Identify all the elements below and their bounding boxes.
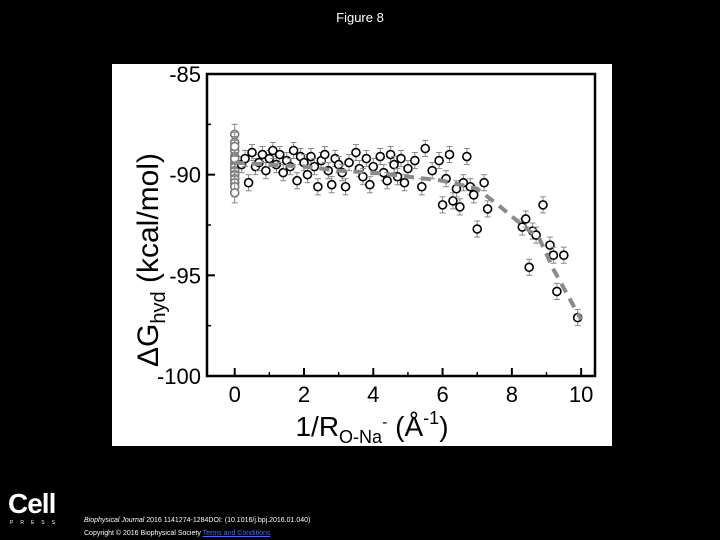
data-point [434, 155, 444, 166]
data-point [524, 262, 534, 273]
axes: 0 2 4 6 8 10 -85 -90 -95 -100 [157, 64, 597, 407]
data-point [382, 175, 392, 186]
data-point [361, 153, 372, 164]
y-tick-label: -95 [169, 263, 201, 288]
figure-panel: 0 2 4 6 8 10 -85 -90 -95 -100 ΔGhyd (kcal/mol) 1/… [112, 64, 612, 446]
data-point [538, 200, 548, 210]
copyright-line: Copyright © 2016 Biophysical Society Ter… [84, 527, 310, 540]
trend-line [234, 160, 583, 321]
x-axis-label: 1/RO-Na- (Å-1) [295, 408, 448, 446]
copyright-text: Copyright © 2016 Biophysical Society [84, 530, 201, 537]
plot-area [229, 123, 583, 327]
plot-frame [205, 72, 597, 378]
citation-line: Biophysical Journal 2016 1141274-1284DOI… [84, 514, 310, 527]
data-point [462, 151, 472, 162]
x-label-unit: (Å [387, 411, 423, 442]
x-label-main: 1/R [295, 411, 339, 442]
x-tick-label: 0 [229, 382, 241, 407]
y-tick-label: -90 [169, 163, 201, 188]
x-tick-label: 4 [367, 382, 379, 407]
data-point [396, 153, 406, 164]
x-label-unit-sup: -1 [423, 408, 439, 428]
data-point [403, 163, 413, 174]
data-point [229, 187, 240, 198]
data-point [288, 145, 299, 156]
x-label-charge: - [382, 414, 387, 431]
data-point [375, 151, 386, 162]
data-point [437, 200, 448, 210]
data-point [257, 149, 268, 160]
x-tick-label: 8 [506, 382, 518, 407]
data-point [365, 179, 375, 190]
data-point [313, 181, 323, 192]
y-label-prefix: ΔG [132, 324, 165, 367]
data-point [306, 151, 316, 162]
x-label-close: ) [439, 411, 448, 442]
data-point [268, 145, 278, 156]
y-axis-label: ΔGhyd (kcal/mol) [132, 153, 170, 367]
data-point [444, 149, 455, 160]
y-label-unit: (kcal/mol) [132, 153, 165, 291]
data-point [261, 165, 271, 176]
data-point [319, 149, 330, 160]
data-point [240, 153, 250, 164]
data-point [344, 157, 354, 168]
data-point [545, 240, 555, 250]
data-point [472, 224, 483, 234]
x-tick-label: 2 [298, 382, 310, 407]
data-point [247, 147, 257, 158]
data-point [468, 190, 479, 200]
data-point [416, 181, 427, 192]
data-point [448, 196, 458, 206]
data-point [292, 175, 302, 186]
citation-text: 2016 1141274-1284DOI: (10.1016/j.bpj.201… [144, 517, 311, 524]
data-point [368, 161, 379, 172]
data-point [455, 202, 465, 212]
citation-footer: Biophysical Journal 2016 1141274-1284DOI… [84, 514, 310, 540]
data-point [302, 169, 313, 180]
cell-press-logo: Cell PRESS [8, 488, 68, 527]
data-point [399, 177, 410, 188]
data-point [278, 167, 289, 178]
data-point [548, 250, 559, 260]
terms-link[interactable]: Terms and Conditions [202, 530, 271, 537]
data-point [389, 159, 399, 170]
journal-name: Biophysical Journal [84, 517, 145, 524]
logo-word: Cell [8, 488, 56, 519]
y-tick-label: -85 [169, 64, 201, 87]
data-point [385, 149, 396, 160]
y-label-sub: hyd [148, 291, 170, 323]
data-point [559, 250, 569, 260]
x-label-sub: O-Na [339, 427, 383, 446]
slide-title: Figure 8 [336, 10, 384, 25]
data-point [326, 179, 337, 190]
y-tick-label: -100 [157, 364, 201, 389]
data-point [243, 177, 254, 188]
data-point [479, 177, 489, 188]
x-tick-label: 6 [436, 382, 448, 407]
data-point [520, 214, 531, 224]
data-point [410, 155, 420, 166]
logo-sub: PRESS [10, 520, 62, 526]
data-point [274, 149, 285, 160]
data-point [552, 286, 562, 297]
scatter-chart: 0 2 4 6 8 10 -85 -90 -95 -100 ΔGhyd (kcal/mol) 1/… [132, 64, 597, 446]
data-point [351, 147, 361, 158]
x-tick-label: 10 [569, 382, 593, 407]
data-point [340, 181, 351, 192]
data-point [229, 141, 240, 152]
data-point [482, 204, 493, 214]
data-point [427, 165, 437, 176]
data-point [420, 143, 431, 154]
data-point [531, 230, 541, 240]
